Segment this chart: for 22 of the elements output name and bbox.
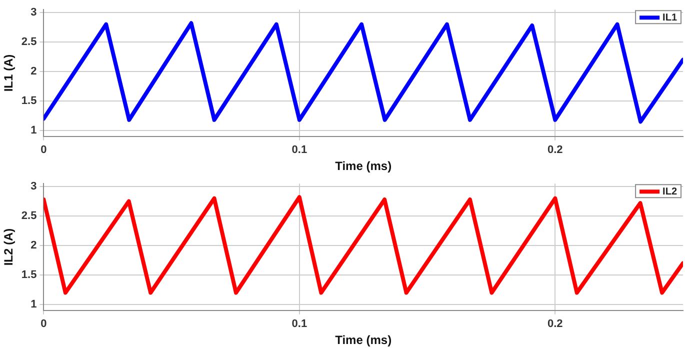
y-tick-label: 1 bbox=[30, 124, 37, 137]
x-tick-label: 0.1 bbox=[292, 144, 308, 156]
y-tick-label: 2.5 bbox=[21, 210, 37, 222]
y-tick-label: 2.5 bbox=[21, 36, 37, 48]
legend-label: IL1 bbox=[662, 12, 678, 24]
x-tick-label: 0.2 bbox=[547, 318, 563, 330]
legend-label: IL2 bbox=[662, 186, 678, 198]
x-tick-label: 0.1 bbox=[292, 318, 308, 330]
y-axis-title: IL2 (A) bbox=[2, 228, 16, 266]
y-tick-label: 3 bbox=[30, 6, 37, 19]
y-tick-label: 3 bbox=[30, 180, 37, 193]
y-tick-label: 1 bbox=[30, 298, 37, 311]
x-axis-title: Time (ms) bbox=[335, 159, 392, 174]
y-tick-label: 2 bbox=[30, 240, 37, 252]
x-tick-label: 0 bbox=[40, 318, 47, 330]
y-tick-label: 1.5 bbox=[21, 95, 37, 108]
y-axis-title: IL1 (A) bbox=[2, 54, 16, 92]
y-tick-label: 2 bbox=[30, 66, 37, 78]
x-axis-title: Time (ms) bbox=[335, 333, 392, 348]
x-tick-label: 0 bbox=[40, 144, 47, 156]
y-tick-label: 1.5 bbox=[21, 269, 37, 282]
x-tick-label: 0.2 bbox=[547, 144, 563, 156]
